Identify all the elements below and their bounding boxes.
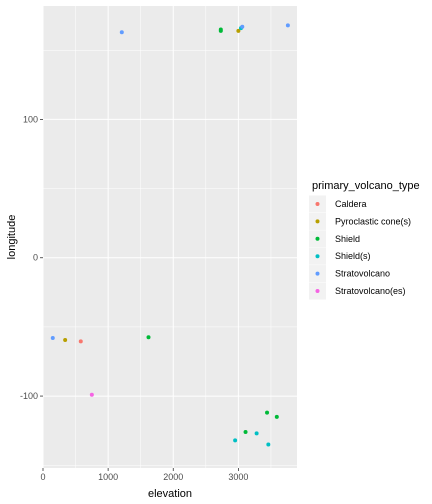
data-point	[218, 28, 223, 33]
legend-marker	[315, 254, 320, 259]
legend-marker	[315, 219, 320, 224]
x-tick-label: 3000	[228, 472, 248, 482]
x-tick-label: 1000	[98, 472, 118, 482]
grid-minor	[43, 6, 297, 468]
legend-label: Pyroclastic cone(s)	[335, 216, 411, 226]
legend-title: primary_volcano_type	[312, 180, 420, 192]
data-point	[274, 414, 279, 419]
y-tick-label: 100	[23, 114, 38, 124]
data-point	[233, 438, 238, 443]
legend: primary_volcano_type Caldera Pyroclastic …	[309, 180, 420, 300]
legend-label: Shield	[335, 234, 360, 244]
x-tick-label: 2000	[163, 472, 183, 482]
data-points	[50, 23, 290, 447]
y-tick-label: 0	[33, 253, 38, 263]
data-point	[266, 442, 271, 447]
x-tick-label: 0	[40, 472, 45, 482]
data-point	[243, 430, 248, 435]
data-point	[50, 335, 55, 340]
legend-items: Caldera Pyroclastic cone(s) Shield Shield(s…	[309, 195, 411, 300]
grid-major	[42, 6, 297, 468]
legend-marker	[315, 289, 320, 293]
legend-label: Caldera	[335, 199, 367, 209]
data-point	[78, 339, 83, 344]
data-point	[89, 392, 94, 397]
x-axis: 0 1000 2000 3000	[40, 468, 248, 482]
data-point	[285, 23, 290, 28]
data-point	[146, 335, 151, 340]
plot-panel	[43, 6, 297, 468]
x-axis-title: elevation	[148, 488, 192, 500]
legend-marker	[315, 236, 320, 241]
legend-label: Stratovolcano(es)	[335, 286, 406, 296]
y-axis: -100 0 100	[20, 114, 43, 401]
data-point	[240, 24, 245, 29]
legend-marker	[315, 271, 320, 276]
data-point	[254, 431, 259, 436]
data-point	[236, 28, 241, 33]
legend-label: Shield(s)	[335, 251, 371, 261]
data-point	[63, 338, 68, 343]
data-point	[119, 30, 124, 35]
y-axis-title: longitude	[6, 215, 18, 260]
legend-marker	[315, 202, 320, 206]
y-tick-label: -100	[20, 391, 38, 401]
legend-label: Stratovolcano	[335, 269, 390, 279]
data-point	[265, 410, 270, 415]
